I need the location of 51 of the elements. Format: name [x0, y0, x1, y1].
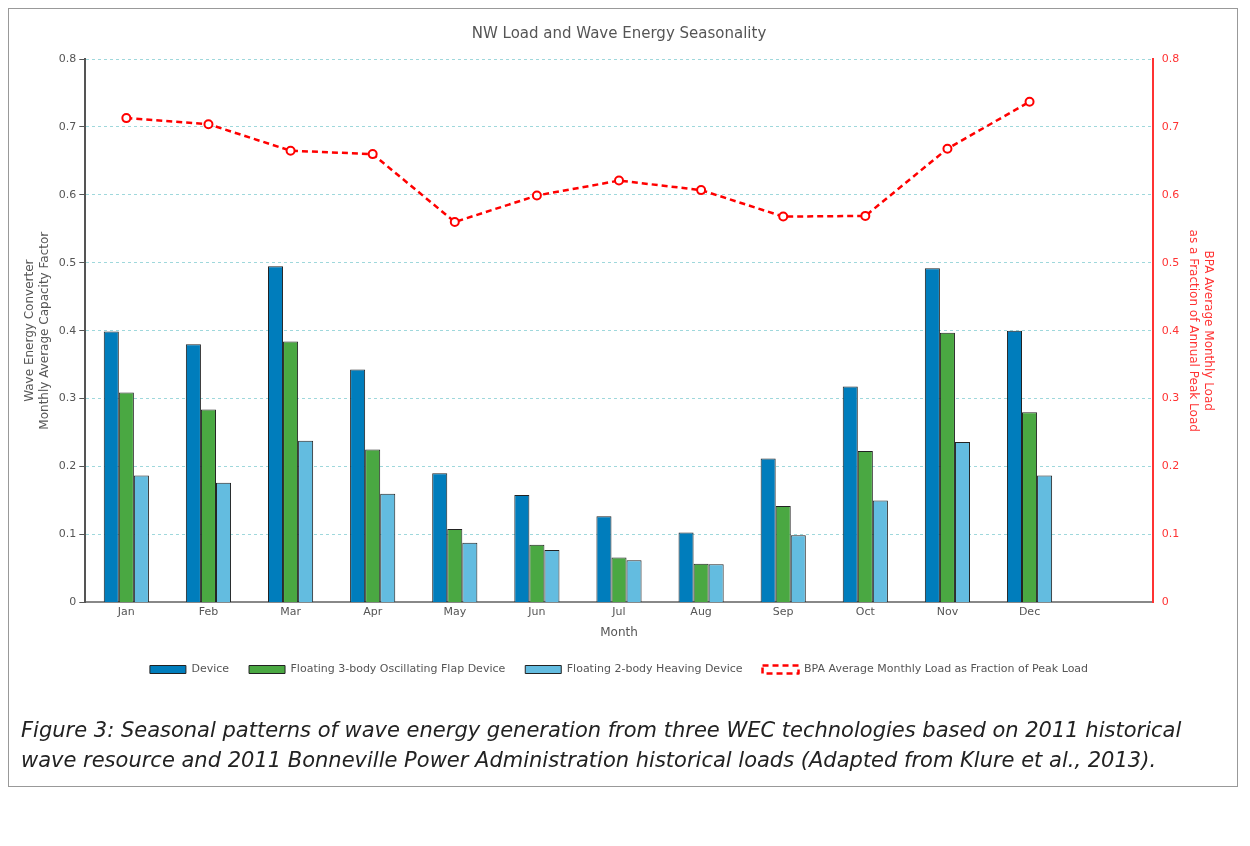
y-tick-label: 0 — [69, 595, 77, 609]
y2-tick-label: 0.4 — [1161, 323, 1180, 337]
y2-tick-label: 0.7 — [1161, 119, 1180, 133]
point — [1024, 96, 1035, 107]
y2-tick-label: 0.1 — [1161, 527, 1180, 541]
legend-label: Device — [191, 662, 230, 676]
y2-tick-label: 0.3 — [1161, 391, 1180, 405]
point — [367, 149, 378, 160]
point — [203, 119, 214, 130]
y2-tick-label: 0.5 — [1161, 255, 1180, 269]
y-tick-label: 0.5 — [58, 255, 77, 269]
legend-label: BPA Average Monthly Load as Fraction of Peak Load — [804, 662, 1089, 676]
x-tick-label: Feb — [198, 604, 219, 618]
point — [531, 190, 542, 201]
point — [778, 211, 789, 222]
x-tick-label: Sep — [772, 604, 794, 618]
x-tick-label: Oct — [855, 604, 876, 618]
point — [449, 217, 460, 228]
x-tick-label: Jul — [611, 604, 626, 618]
y2-tick-label: 0 — [1161, 595, 1169, 609]
y-tick-label: 0.7 — [58, 119, 77, 133]
point — [121, 113, 132, 124]
y-tick-label: 0.3 — [58, 391, 77, 405]
x-tick-label: Jan — [116, 604, 135, 618]
y-tick-label: 0.6 — [58, 187, 77, 201]
caption: Figure 3: Seasonal patterns of wave energy generation from three WEC technologies based on 2011 historical wave resource and 2011 Bonneville Power Administration historical loads (Adapted from Klure et al., 2013). — [20, 717, 1183, 775]
x-tick-label: Jun — [527, 604, 546, 618]
x-tick-label: May — [443, 604, 467, 618]
point — [860, 210, 871, 221]
x-axis-title: Month — [600, 624, 638, 639]
point — [696, 185, 707, 196]
point — [942, 143, 953, 154]
y-tick-label: 0.8 — [58, 51, 77, 65]
y2-tick-label: 0.2 — [1161, 459, 1180, 473]
point — [614, 175, 624, 186]
y-tick-label: 0.2 — [58, 459, 77, 473]
point — [285, 145, 296, 156]
x-tick-label: Aug — [690, 604, 712, 618]
y-axis-title: Wave Energy Converter Monthly Average Capacity Factor — [22, 231, 51, 430]
y2-tick-label: 0.8 — [1161, 51, 1180, 65]
x-tick-label: Mar — [280, 604, 302, 618]
legend-label: Floating 3-body Oscillating Flap Device — [290, 662, 506, 676]
legend-label: Floating 2-body Heaving Device — [566, 662, 743, 676]
x-tick-label: Nov — [936, 604, 959, 618]
y-tick-label: 0.4 — [58, 323, 77, 337]
x-tick-label: Apr — [363, 604, 383, 618]
y-tick-label: 0.1 — [58, 527, 77, 541]
y2-axis-title: BPA Average Monthly Load as a Fraction of Annual Peak Load — [1187, 229, 1216, 432]
y2-tick-label: 0.6 — [1161, 187, 1180, 201]
chart-title: NW Load and Wave Energy Seasonality — [471, 23, 767, 42]
x-tick-label: Dec — [1018, 604, 1041, 618]
